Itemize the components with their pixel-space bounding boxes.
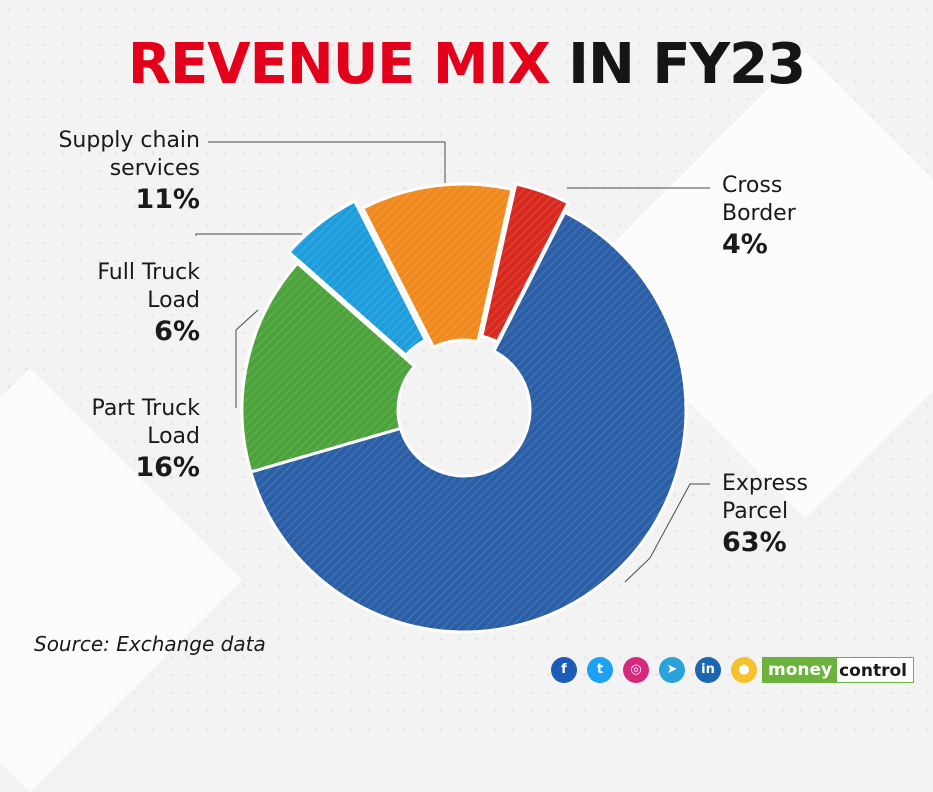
instagram-icon[interactable]: ◎ [623, 657, 649, 683]
telegram-icon[interactable]: ➤ [659, 657, 685, 683]
slice-texture [362, 184, 512, 348]
donut-chart [195, 141, 710, 634]
label-express-parcel: Express Parcel 63% [722, 470, 902, 560]
label-cross-border: Cross Border 4% [722, 172, 902, 262]
source-note: Source: Exchange data [34, 632, 266, 656]
label-cross-border-pct: 4% [722, 229, 768, 260]
title-highlight: REVENUE MIX [127, 32, 551, 97]
slice-texture [241, 263, 415, 472]
label-full-truck: Full Truck Load 6% [20, 259, 200, 349]
label-express-parcel-pct: 63% [722, 527, 787, 558]
koo-icon[interactable]: ● [731, 657, 757, 683]
twitter-icon[interactable]: t [587, 657, 613, 683]
slice-texture [288, 201, 426, 356]
brand-part1: money [762, 657, 837, 683]
brand-part2: control [836, 657, 914, 683]
label-full-truck-pct: 6% [154, 316, 200, 347]
label-supply-chain: Supply chain services 11% [20, 127, 200, 217]
leader-line-part [235, 309, 259, 408]
leader-line-supply [208, 141, 446, 183]
slice-texture [250, 212, 686, 633]
chart-title: REVENUE MIX IN FY23 [0, 30, 933, 100]
label-part-truck: Part Truck Load 16% [20, 395, 200, 485]
facebook-icon[interactable]: f [551, 657, 577, 683]
linkedin-icon[interactable]: in [695, 657, 721, 683]
slice-texture [481, 183, 569, 342]
leader-line-full [195, 233, 302, 236]
label-part-truck-pct: 16% [135, 452, 200, 483]
title-rest: IN FY23 [568, 32, 806, 97]
label-supply-chain-pct: 11% [135, 184, 200, 215]
leader-line-express [624, 483, 710, 583]
moneycontrol-logo[interactable]: money control [762, 657, 914, 683]
